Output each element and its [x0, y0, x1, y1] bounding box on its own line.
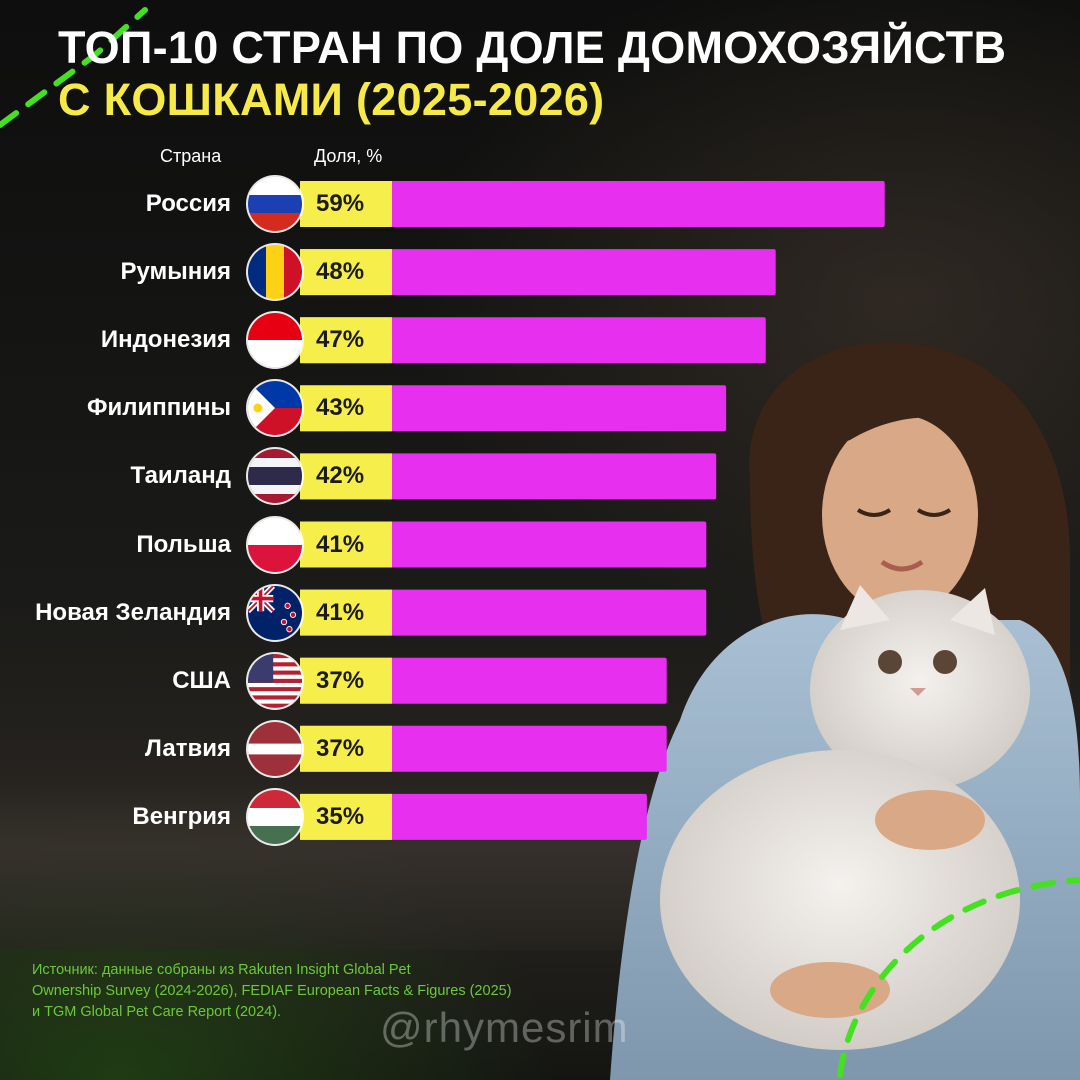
usa-flag-icon — [248, 653, 302, 708]
country-label-9: Венгрия — [132, 802, 231, 830]
latvia-flag-icon — [248, 721, 302, 776]
value-label-box-1 — [300, 249, 392, 296]
value-label-box-6 — [300, 589, 392, 636]
value-label-box-7 — [300, 657, 392, 704]
country-label-3: Филиппины — [87, 394, 231, 422]
title-line-1: ТОП-10 СТРАН ПО ДОЛЕ ДОМОХОЗЯЙСТВ — [58, 22, 1007, 73]
value-label-box-0 — [300, 181, 392, 227]
author-handle-watermark: @rhymesrim — [380, 1004, 629, 1051]
column-header-country: Страна — [160, 146, 222, 166]
title-line-2: С КОШКАМИ (2025-2026) — [58, 74, 605, 125]
value-label-box-8 — [300, 725, 392, 772]
bar-3 — [300, 385, 727, 432]
source-note: Источник: данные собраны из Rakuten Insi… — [32, 960, 632, 1023]
value-label-7: 37% — [316, 666, 365, 694]
country-label-8: Латвия — [144, 734, 231, 762]
source-line-2: Ownership Survey (2024-2026), FEDIAF Eur… — [32, 983, 512, 999]
value-label-6: 41% — [316, 598, 365, 626]
value-label-0: 59% — [316, 190, 365, 217]
country-label-6: Новая Зеландия — [35, 598, 231, 626]
value-label-3: 43% — [316, 394, 365, 422]
bar-1 — [300, 249, 776, 296]
country-label-2: Индонезия — [100, 326, 231, 354]
philippines-flag-icon — [248, 381, 302, 436]
indonesia-flag-icon — [248, 313, 302, 368]
country-label-4: Таиланд — [130, 462, 232, 490]
value-label-5: 41% — [316, 530, 365, 558]
bar-4 — [300, 453, 717, 500]
romania-flag-icon — [248, 245, 302, 300]
russia-flag-icon — [248, 177, 302, 231]
bar-6 — [300, 589, 707, 636]
country-label-0: Россия — [145, 190, 231, 217]
value-label-box-3 — [300, 385, 392, 432]
country-label-5: Польша — [136, 530, 231, 558]
value-label-box-5 — [300, 521, 392, 568]
thailand-flag-icon — [248, 449, 302, 504]
value-label-9: 35% — [316, 802, 365, 830]
value-label-box-2 — [300, 317, 392, 364]
value-label-4: 42% — [316, 462, 365, 490]
decorative-dashed-arc-bottom — [837, 877, 1080, 1078]
new-zealand-flag-icon — [248, 585, 302, 640]
value-label-box-9 — [300, 793, 392, 840]
source-line-3: и TGM Global Pet Care Report (2024). — [32, 1004, 282, 1020]
hungary-flag-icon — [248, 789, 302, 844]
decorative-dashed-line-top — [0, 7, 148, 128]
chart-title: ТОП-10 СТРАН ПО ДОЛЕ ДОМОХОЗЯЙСТВ С КОШК… — [58, 22, 1006, 126]
country-label-7: США — [172, 666, 231, 694]
source-line-1: Источник: данные собраны из Rakuten Insi… — [32, 962, 411, 978]
poland-flag-icon — [248, 517, 302, 572]
bar-0 — [300, 181, 885, 227]
woman-with-cat-photo — [610, 342, 1080, 1080]
bar-5 — [300, 521, 707, 568]
country-label-1: Румыния — [120, 258, 231, 286]
value-label-1: 48% — [316, 258, 365, 286]
value-label-8: 37% — [316, 734, 365, 762]
value-label-2: 47% — [316, 326, 365, 354]
value-label-box-4 — [300, 453, 392, 500]
column-header-share: Доля, % — [314, 146, 383, 166]
bar-2 — [300, 317, 766, 364]
